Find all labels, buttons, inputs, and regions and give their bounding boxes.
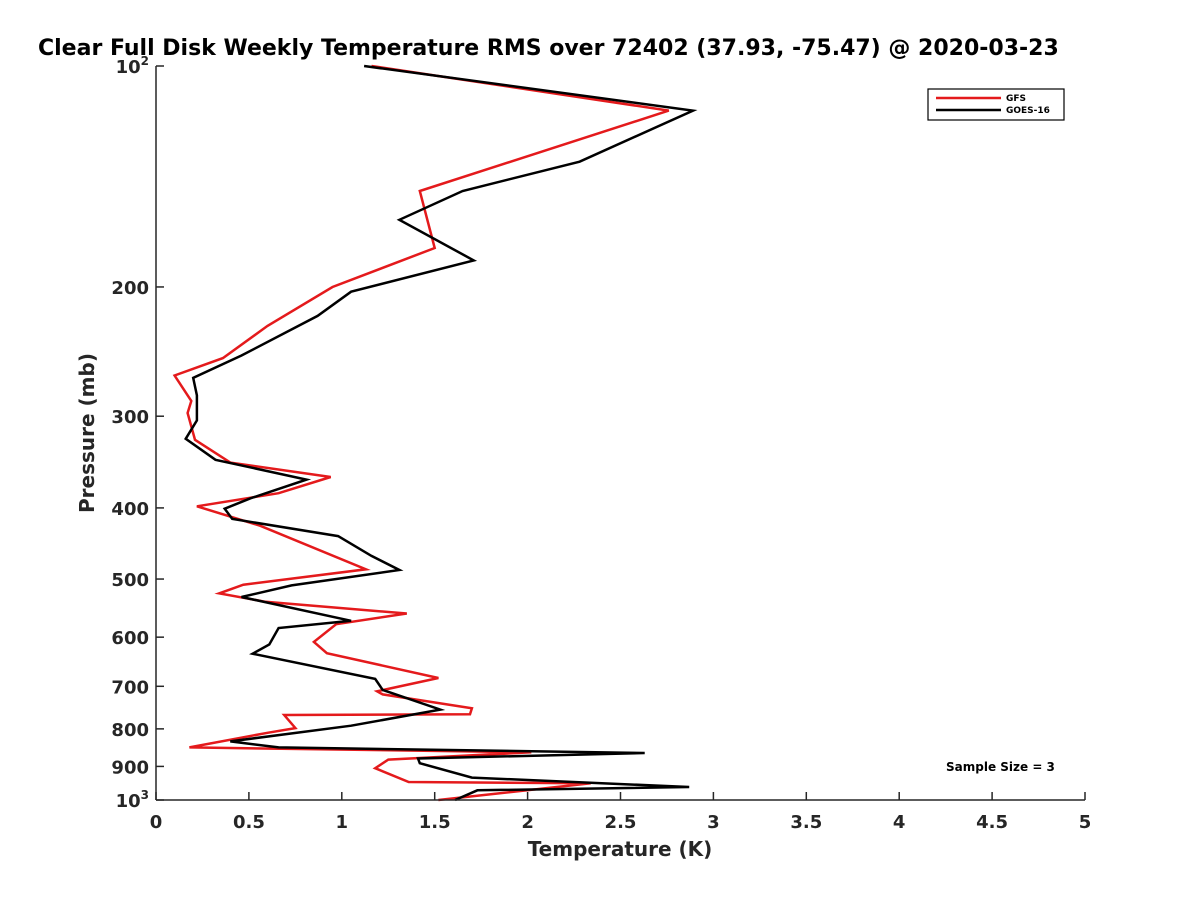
x-tick-label: 4.5 bbox=[976, 812, 1008, 833]
y-tick-label: 200 bbox=[111, 278, 149, 299]
y-tick-label: 700 bbox=[111, 677, 149, 698]
x-ticks: 0 0.5 1 1.5 2 2.5 3 3.5 4 4.5 5 bbox=[150, 792, 1092, 833]
y-tick-label: 800 bbox=[111, 720, 149, 741]
series-layer bbox=[172, 64, 698, 802]
x-tick-label: 0 bbox=[150, 812, 163, 833]
x-tick-label: 4 bbox=[893, 812, 906, 833]
y-tick-label: 600 bbox=[111, 628, 149, 649]
x-axis-label: Temperature (K) bbox=[528, 837, 713, 861]
y-tick-label: 500 bbox=[111, 570, 149, 591]
chart-title: Clear Full Disk Weekly Temperature RMS o… bbox=[38, 36, 1059, 61]
plot-area bbox=[156, 66, 1085, 800]
legend-box bbox=[927, 88, 1065, 121]
x-tick-label: 3.5 bbox=[790, 812, 822, 833]
y-ticks: 102 200 300 400 500 600 700 800 900 103 bbox=[111, 54, 164, 812]
sample-size-annotation: Sample Size = 3 bbox=[946, 760, 1055, 774]
x-tick-label: 0.5 bbox=[233, 812, 265, 833]
x-tick-label: 1 bbox=[336, 812, 349, 833]
y-tick-label: 900 bbox=[111, 757, 149, 778]
x-tick-label: 3 bbox=[707, 812, 720, 833]
x-tick-label: 2.5 bbox=[605, 812, 637, 833]
y-tick-label: 103 bbox=[116, 788, 149, 812]
x-tick-label: 1.5 bbox=[419, 812, 451, 833]
legend-label-gfs: GFS bbox=[1006, 94, 1026, 104]
x-tick-label: 5 bbox=[1079, 812, 1092, 833]
legend-label-goes16: GOES-16 bbox=[1006, 106, 1050, 116]
legend: GFS GOES-16 bbox=[927, 88, 1065, 121]
y-tick-label: 400 bbox=[111, 499, 149, 520]
y-axis-label: Pressure (mb) bbox=[75, 353, 99, 513]
x-tick-label: 2 bbox=[521, 812, 534, 833]
y-tick-label: 300 bbox=[111, 407, 149, 428]
y-tick-label: 102 bbox=[116, 54, 149, 78]
series-line-goes16 bbox=[184, 64, 698, 802]
